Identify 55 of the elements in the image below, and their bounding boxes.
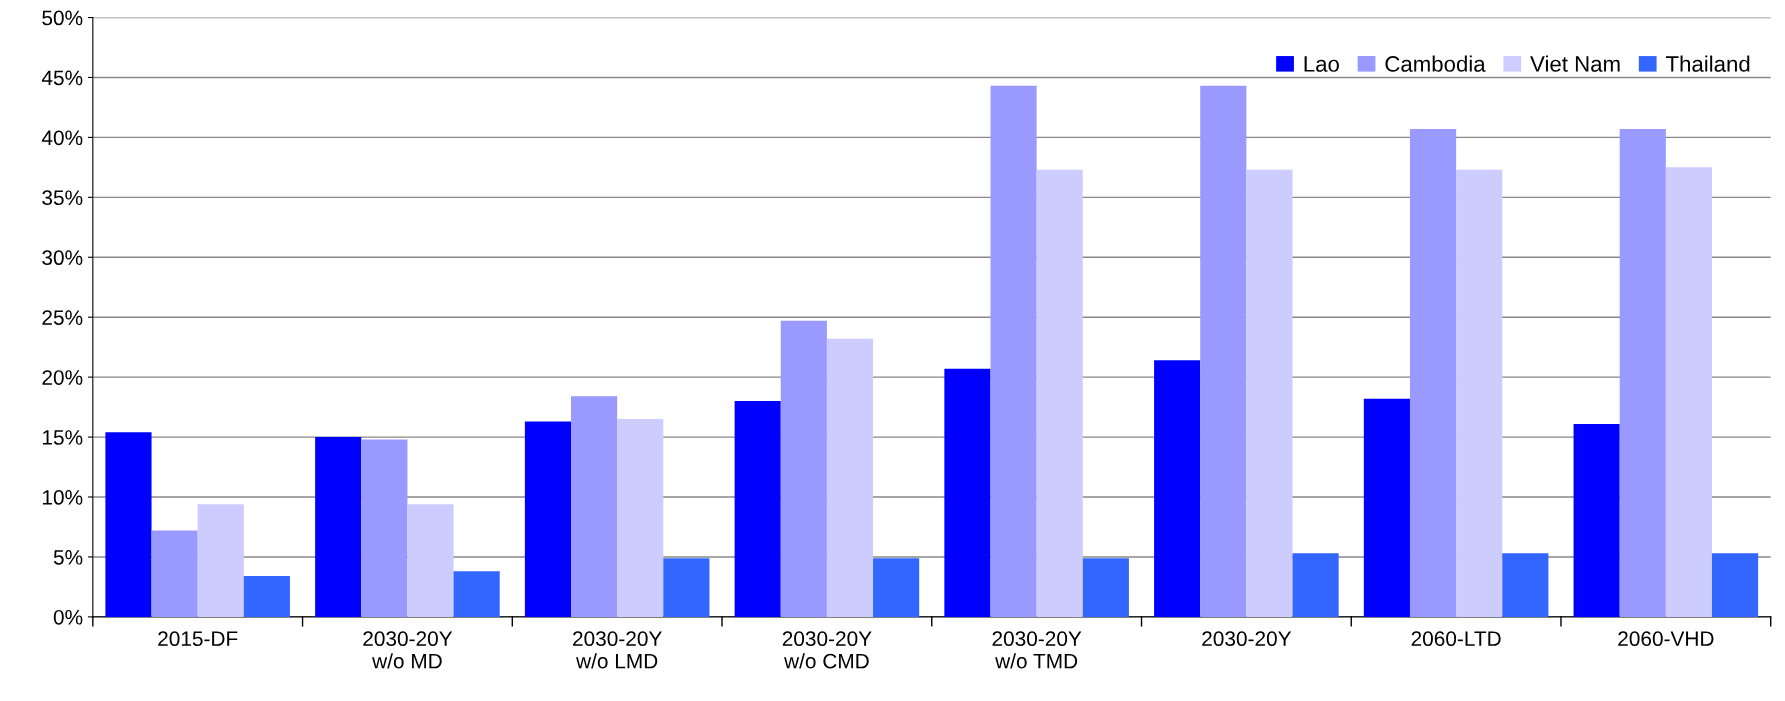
x-tick-label: 2060-LTD xyxy=(1411,631,1501,647)
bar xyxy=(151,530,198,617)
bar xyxy=(1154,360,1201,617)
legend-label: Thailand xyxy=(1665,55,1750,72)
bar xyxy=(407,504,454,617)
bar xyxy=(105,432,152,617)
bar xyxy=(734,401,781,617)
bar xyxy=(524,421,572,617)
bar xyxy=(1036,169,1083,617)
y-tick-label: 30% xyxy=(42,250,83,266)
bar xyxy=(1292,553,1339,617)
legend-label: Viet Nam xyxy=(1530,55,1620,72)
bar xyxy=(1082,558,1129,617)
bar xyxy=(1502,553,1549,617)
y-tick-label: 10% xyxy=(42,490,83,505)
x-tick-label: 2030-20Y w/o CMD xyxy=(782,631,872,669)
bar xyxy=(1246,169,1293,617)
bar xyxy=(990,85,1037,617)
x-tick-label: 2030-20Y w/o TMD xyxy=(992,631,1082,669)
x-tick-label: 2015-DF xyxy=(158,631,238,647)
bar xyxy=(780,320,827,617)
y-tick-label: 25% xyxy=(42,310,83,325)
x-tick-label: 2030-20Y w/o MD xyxy=(363,631,453,669)
x-tick-label: 2060-VHD xyxy=(1618,631,1714,647)
legend-label: Lao xyxy=(1304,56,1339,72)
bar xyxy=(315,437,362,617)
bar xyxy=(873,558,920,617)
y-tick-label: 0% xyxy=(53,609,83,625)
x-tick-label: 2030-20Y xyxy=(1202,631,1292,647)
bar xyxy=(243,576,290,617)
bar xyxy=(1200,85,1247,617)
y-tick-label: 20% xyxy=(42,370,83,385)
bar xyxy=(1409,129,1457,617)
y-tick-label: 35% xyxy=(42,190,83,206)
x-tick-label: 2030-20Y w/o LMD xyxy=(573,631,662,669)
bar xyxy=(1573,423,1620,617)
y-tick-label: 50% xyxy=(42,10,83,26)
y-tick-label: 15% xyxy=(42,430,83,445)
bar xyxy=(944,368,991,617)
y-tick-label: 45% xyxy=(41,70,83,86)
bar xyxy=(361,439,408,617)
bar xyxy=(571,396,618,617)
bar xyxy=(826,338,874,617)
bar xyxy=(663,558,710,617)
bar xyxy=(1619,129,1666,617)
bar xyxy=(453,571,500,617)
legend-label: Cambodia xyxy=(1385,55,1486,72)
bar xyxy=(1665,167,1712,617)
bar xyxy=(1363,398,1410,617)
bar xyxy=(1711,553,1759,617)
y-tick-label: 5% xyxy=(53,550,83,565)
bar xyxy=(1456,169,1503,617)
bar xyxy=(617,419,664,617)
bar xyxy=(197,504,244,617)
y-tick-label: 40% xyxy=(41,130,83,146)
